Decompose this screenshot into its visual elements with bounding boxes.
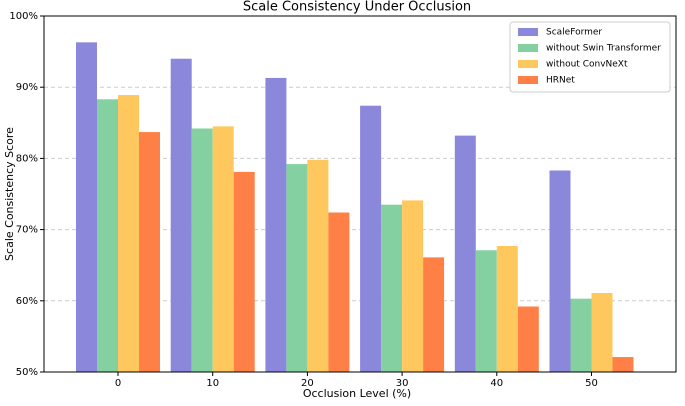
bar bbox=[170, 58, 192, 372]
y-axis-label: Scale Consistency Score bbox=[3, 127, 16, 261]
y-tick-label: 50% bbox=[16, 367, 38, 378]
y-tick-label: 90% bbox=[16, 82, 38, 93]
x-tick-label: 0 bbox=[115, 378, 121, 389]
bar bbox=[381, 204, 403, 372]
bar bbox=[591, 292, 613, 372]
legend-box bbox=[509, 21, 671, 93]
legend-label: without ConvNeXt bbox=[546, 60, 628, 70]
bar bbox=[454, 135, 476, 372]
y-tick-label: 60% bbox=[16, 296, 38, 307]
bar bbox=[612, 357, 634, 372]
bar bbox=[402, 200, 424, 372]
bar bbox=[212, 126, 234, 372]
bar bbox=[233, 171, 255, 372]
bar bbox=[286, 164, 308, 372]
bar bbox=[97, 99, 118, 372]
bar bbox=[307, 159, 329, 372]
legend-label: without Swin Transformer bbox=[546, 44, 661, 54]
legend-label: ScaleFormer bbox=[546, 28, 602, 38]
bar bbox=[423, 257, 445, 372]
bar bbox=[76, 42, 97, 373]
legend-swatch bbox=[518, 44, 538, 52]
x-axis-label: Occlusion Level (%) bbox=[303, 387, 411, 400]
plot-frame bbox=[43, 15, 677, 373]
legend-swatch bbox=[518, 76, 538, 84]
chart-title: Scale Consistency Under Occlusion bbox=[243, 0, 471, 15]
x-tick-label: 20 bbox=[301, 378, 314, 389]
x-tick-label: 40 bbox=[490, 378, 503, 389]
bar bbox=[360, 105, 382, 372]
bar bbox=[496, 245, 518, 372]
bar bbox=[570, 298, 592, 372]
legend-label: HRNet bbox=[546, 76, 575, 86]
bar bbox=[265, 77, 287, 372]
x-tick-label: 10 bbox=[206, 378, 219, 389]
bar bbox=[517, 306, 539, 372]
bar bbox=[139, 132, 160, 372]
bar bbox=[328, 212, 350, 372]
y-tick-label: 80% bbox=[16, 153, 38, 164]
x-tick-label: 30 bbox=[396, 378, 409, 389]
bar bbox=[191, 128, 213, 372]
bar bbox=[475, 250, 497, 372]
legend-swatch bbox=[518, 28, 538, 36]
bar bbox=[549, 170, 571, 372]
bar bbox=[118, 95, 139, 373]
y-tick-label: 70% bbox=[16, 225, 38, 236]
x-tick-label: 50 bbox=[585, 378, 598, 389]
legend-swatch bbox=[518, 60, 538, 68]
y-tick-label: 100% bbox=[9, 11, 38, 22]
